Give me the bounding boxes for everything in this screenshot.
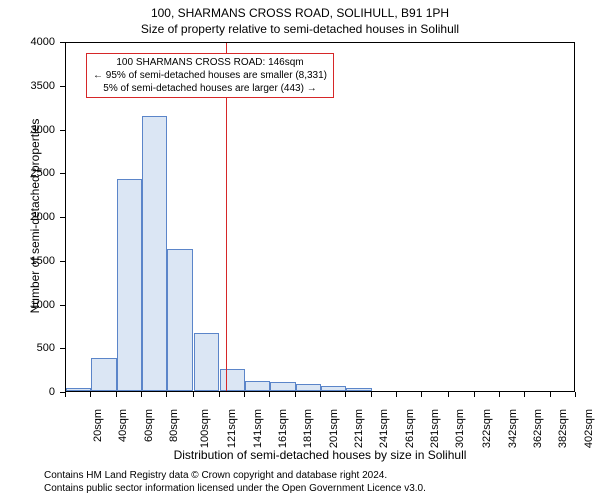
x-tick-label: 322sqm — [481, 409, 493, 448]
y-tick-label: 3500 — [0, 80, 55, 92]
annotation-box: 100 SHARMANS CROSS ROAD: 146sqm ← 95% of… — [86, 53, 334, 98]
histogram-bar — [66, 388, 91, 391]
x-tick-mark — [116, 392, 117, 397]
annotation-line: ← 95% of semi-detached houses are smalle… — [93, 69, 327, 82]
histogram-chart: 100, SHARMANS CROSS ROAD, SOLIHULL, B91 … — [0, 0, 600, 500]
y-tick-label: 500 — [0, 342, 55, 354]
y-tick-mark — [60, 130, 65, 131]
x-tick-label: 161sqm — [277, 409, 289, 448]
histogram-bar — [117, 179, 142, 391]
annotation-line: 5% of semi-detached houses are larger (4… — [93, 82, 327, 95]
x-tick-label: 362sqm — [532, 409, 544, 448]
histogram-bar — [167, 249, 192, 391]
x-tick-label: 301sqm — [455, 409, 467, 448]
histogram-bar — [245, 381, 270, 392]
x-tick-mark — [550, 392, 551, 397]
x-tick-label: 201sqm — [328, 409, 340, 448]
x-axis-label: Distribution of semi-detached houses by … — [65, 448, 575, 462]
x-tick-mark — [524, 392, 525, 397]
x-tick-mark — [474, 392, 475, 397]
y-tick-label: 1500 — [0, 255, 55, 267]
x-tick-mark — [421, 392, 422, 397]
histogram-bar — [142, 116, 167, 391]
y-tick-label: 2000 — [0, 211, 55, 223]
x-tick-mark — [141, 392, 142, 397]
histogram-bar — [321, 386, 346, 391]
x-tick-mark — [320, 392, 321, 397]
y-tick-label: 3000 — [0, 124, 55, 136]
y-tick-label: 1000 — [0, 299, 55, 311]
x-tick-mark — [295, 392, 296, 397]
x-tick-label: 60sqm — [143, 409, 155, 442]
x-tick-mark — [575, 392, 576, 397]
x-tick-label: 181sqm — [302, 409, 314, 448]
x-tick-mark — [90, 392, 91, 397]
x-tick-label: 342sqm — [507, 409, 519, 448]
histogram-bar — [194, 333, 219, 391]
x-tick-mark — [448, 392, 449, 397]
y-tick-mark — [60, 348, 65, 349]
y-tick-mark — [60, 305, 65, 306]
x-tick-mark — [371, 392, 372, 397]
x-tick-mark — [396, 392, 397, 397]
y-tick-mark — [60, 261, 65, 262]
x-tick-mark — [244, 392, 245, 397]
footer-copyright: Contains HM Land Registry data © Crown c… — [44, 470, 387, 481]
histogram-bar — [270, 382, 295, 391]
y-tick-mark — [60, 173, 65, 174]
x-tick-mark — [269, 392, 270, 397]
footer-licence: Contains public sector information licen… — [44, 483, 426, 494]
chart-title: 100, SHARMANS CROSS ROAD, SOLIHULL, B91 … — [0, 0, 600, 20]
x-tick-label: 80sqm — [168, 409, 180, 442]
x-tick-label: 100sqm — [200, 409, 212, 448]
x-tick-label: 402sqm — [583, 409, 595, 448]
x-tick-label: 141sqm — [252, 409, 264, 448]
x-tick-label: 20sqm — [92, 409, 104, 442]
x-tick-label: 241sqm — [379, 409, 391, 448]
x-tick-mark — [166, 392, 167, 397]
y-tick-mark — [60, 86, 65, 87]
histogram-bar — [220, 369, 245, 391]
x-tick-label: 121sqm — [226, 409, 238, 448]
x-tick-mark — [219, 392, 220, 397]
histogram-bar — [346, 388, 371, 391]
x-tick-label: 221sqm — [353, 409, 365, 448]
x-tick-label: 261sqm — [404, 409, 416, 448]
y-tick-label: 2500 — [0, 167, 55, 179]
x-tick-mark — [345, 392, 346, 397]
x-tick-label: 40sqm — [117, 409, 129, 442]
histogram-bar — [91, 358, 116, 391]
x-tick-label: 281sqm — [429, 409, 441, 448]
x-tick-mark — [193, 392, 194, 397]
y-tick-label: 4000 — [0, 36, 55, 48]
x-tick-mark — [65, 392, 66, 397]
y-tick-label: 0 — [0, 386, 55, 398]
y-tick-mark — [60, 42, 65, 43]
histogram-bar — [296, 384, 321, 391]
x-tick-mark — [499, 392, 500, 397]
x-tick-label: 382sqm — [557, 409, 569, 448]
chart-subtitle: Size of property relative to semi-detach… — [0, 20, 600, 36]
y-tick-mark — [60, 217, 65, 218]
annotation-line: 100 SHARMANS CROSS ROAD: 146sqm — [93, 56, 327, 69]
